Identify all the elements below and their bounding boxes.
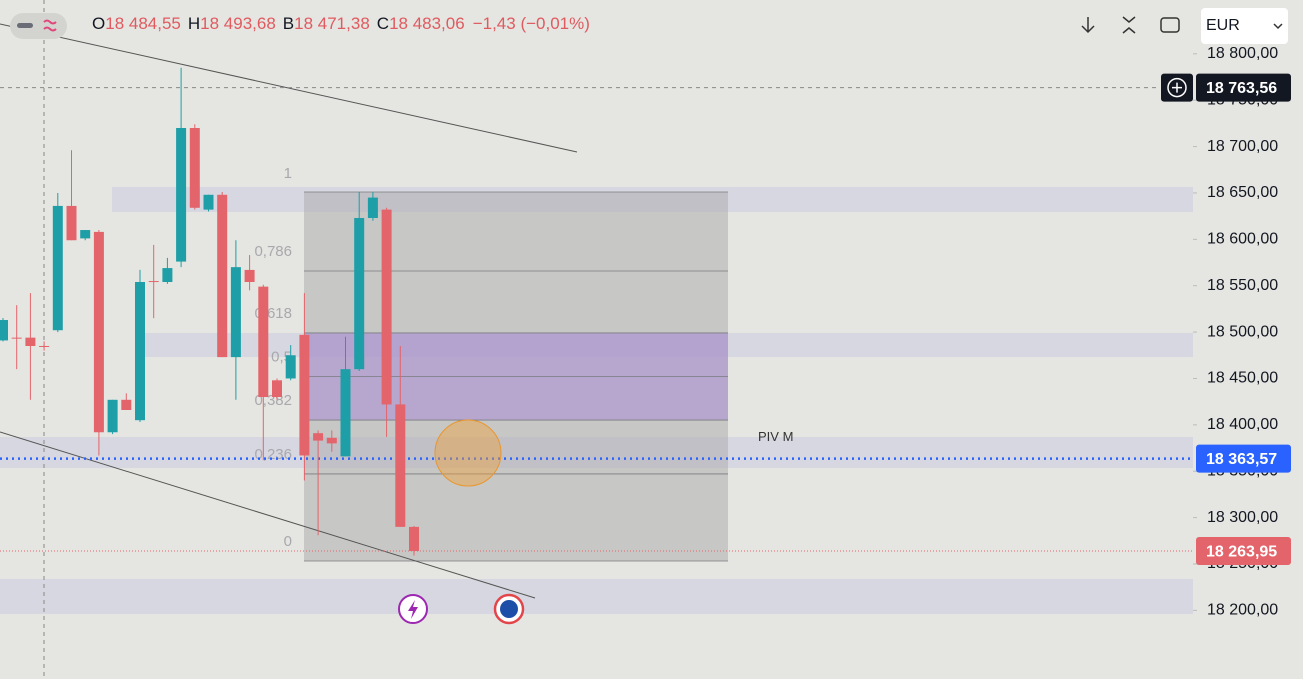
plus-circle bbox=[1167, 77, 1187, 98]
candle-body bbox=[203, 194, 214, 210]
pivot-label: PIV M bbox=[758, 429, 793, 444]
y-tick-label: 18 650,00 bbox=[1207, 184, 1278, 201]
chevron bbox=[1273, 23, 1283, 30]
price-badge bbox=[1196, 537, 1291, 566]
candle-body bbox=[0, 320, 8, 341]
change: −1,43 (−0,01%) bbox=[472, 14, 590, 33]
candle-body bbox=[381, 209, 392, 405]
candle-body bbox=[395, 404, 406, 527]
fib-label: 0,236 bbox=[254, 446, 292, 463]
event-icon[interactable] bbox=[398, 594, 428, 624]
candle-body bbox=[189, 128, 200, 208]
candle-body bbox=[107, 399, 118, 433]
high-value: 18 493,68 bbox=[200, 14, 276, 33]
highlight-circle bbox=[434, 419, 502, 487]
y-tick-label: 18 700,00 bbox=[1207, 138, 1278, 155]
top-left-pill[interactable] bbox=[10, 13, 67, 39]
candle-body bbox=[326, 437, 337, 444]
close-key: C bbox=[376, 14, 390, 33]
candle-body bbox=[162, 268, 173, 282]
candle-body bbox=[135, 281, 145, 421]
y-tick-label: 18 300,00 bbox=[1207, 509, 1278, 526]
candle-body bbox=[299, 334, 310, 456]
price-badge-label: 18 263,95 bbox=[1206, 543, 1277, 560]
close-value: 18 483,06 bbox=[389, 14, 465, 33]
zone bbox=[0, 579, 1193, 614]
open-value: 18 484,55 bbox=[105, 14, 181, 33]
candle-body bbox=[11, 337, 22, 339]
collapse-button[interactable] bbox=[1113, 9, 1145, 41]
candle-body bbox=[367, 197, 378, 218]
candles bbox=[0, 67, 419, 556]
y-tick-label: 18 200,00 bbox=[1207, 602, 1278, 619]
candle-body bbox=[80, 230, 91, 239]
low-value: 18 471,38 bbox=[294, 14, 370, 33]
price-badge bbox=[1196, 444, 1291, 473]
currency-select[interactable]: EUR bbox=[1201, 8, 1288, 44]
y-tick-label: 18 500,00 bbox=[1207, 323, 1278, 340]
y-tick-label: 18 550,00 bbox=[1207, 277, 1278, 294]
candle-body bbox=[409, 526, 419, 551]
trendline bbox=[0, 431, 536, 599]
y-tick-label: 18 450,00 bbox=[1207, 370, 1278, 387]
candle-body bbox=[39, 345, 50, 347]
candle-body bbox=[272, 380, 282, 398]
scroll-button[interactable] bbox=[1072, 9, 1104, 41]
price-badge bbox=[1196, 73, 1291, 102]
candle-body bbox=[354, 217, 365, 370]
fib-label: 1 bbox=[284, 165, 292, 182]
open-key: O bbox=[92, 14, 106, 33]
candle-body bbox=[176, 128, 187, 262]
y-tick-label: 18 400,00 bbox=[1207, 416, 1278, 433]
low-key: B bbox=[282, 14, 295, 33]
price-badge-label: 18 363,57 bbox=[1206, 451, 1277, 468]
plus bbox=[1172, 82, 1182, 93]
high-key: H bbox=[187, 14, 201, 33]
candle-body bbox=[121, 399, 132, 410]
price-badge-label: 18 763,56 bbox=[1206, 80, 1277, 97]
currency: EUR bbox=[1206, 17, 1240, 34]
candle-body bbox=[148, 281, 159, 283]
candle-body bbox=[313, 433, 324, 441]
event-icon[interactable] bbox=[493, 593, 525, 625]
candle-body bbox=[244, 269, 255, 282]
price-axis bbox=[1193, 0, 1303, 679]
candle-body bbox=[25, 337, 36, 346]
candle-body bbox=[52, 205, 63, 331]
fib-label: 0 bbox=[284, 533, 292, 550]
candle-body bbox=[217, 194, 228, 358]
candle-body bbox=[66, 205, 77, 241]
fullscreen-button[interactable] bbox=[1154, 9, 1186, 41]
candle-body bbox=[340, 369, 351, 457]
candle-body bbox=[285, 355, 296, 379]
candle-body bbox=[230, 267, 241, 358]
candle-body bbox=[93, 231, 104, 433]
candle-body bbox=[258, 286, 269, 398]
y-tick-label: 18 800,00 bbox=[1207, 45, 1278, 62]
fib-label: 0,786 bbox=[254, 243, 292, 260]
ohlc-legend: O 18 484,55 H 18 493,68 B 18 471,38 C 18 483… bbox=[92, 14, 590, 34]
y-tick-label: 18 600,00 bbox=[1207, 231, 1278, 248]
crosshair-add[interactable] bbox=[1161, 73, 1193, 102]
levels: PIV M bbox=[0, 87, 1193, 552]
